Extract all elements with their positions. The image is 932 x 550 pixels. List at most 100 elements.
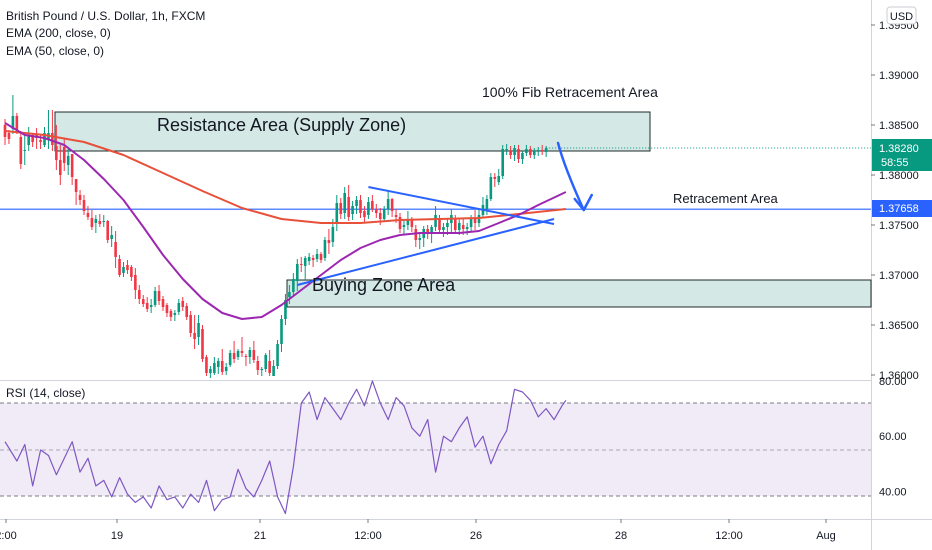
candle [244,354,248,366]
candle [197,315,200,345]
candle [375,204,378,218]
candle [90,210,94,230]
candle [106,220,109,243]
candle-body [39,140,42,142]
candle [209,366,212,378]
candle [145,297,149,312]
candle-body [284,300,287,319]
rsi-tick-label: 40.00 [879,486,907,498]
candle-body [280,319,283,344]
candle-body [426,229,429,233]
candle-body [15,116,19,130]
candle-body [469,219,473,227]
candle [118,255,121,277]
candle [398,213,402,233]
candle [134,268,137,299]
candle [264,353,267,372]
candle [141,295,145,307]
candle [149,299,153,313]
candle-body [138,290,141,299]
candle [256,356,260,375]
candle-body [217,361,220,367]
candle-body [106,221,109,240]
symbol-title[interactable]: British Pound / U.S. Dollar, 1h, FXCM [6,9,205,23]
candle-body [197,323,200,337]
candle-body [110,235,113,239]
candle-body [414,229,418,240]
ema200-line[interactable] [4,130,567,224]
candle-body [165,305,169,313]
candle [319,252,323,263]
candle [485,195,489,215]
candle-body [296,264,299,281]
candle-body [288,292,291,297]
candle-body [299,264,303,265]
ema50-line[interactable] [4,122,567,320]
ema50-legend[interactable]: EMA (50, close, 0) [6,44,104,58]
candle-body [189,315,192,333]
candle-body [19,137,23,164]
candle-body [209,369,212,373]
candle [327,229,331,254]
rsi-legend[interactable]: RSI (14, close) [6,386,85,400]
triangle-upper-line[interactable] [368,186,555,225]
buying-zone[interactable] [286,279,872,308]
time-tick-label: 12:00 [354,530,382,542]
candle [347,185,350,221]
candle-body [406,219,410,225]
candle [529,146,532,158]
candle [509,146,512,159]
candle-body [272,366,275,376]
candle [418,233,422,249]
candle-body [430,227,433,233]
candle [185,303,188,320]
currency-button[interactable]: USD [886,6,917,25]
candle-body [351,206,354,214]
candle [240,337,244,357]
candle [299,257,303,272]
candle-body [465,227,469,229]
rsi-pane[interactable] [0,381,871,519]
candle [307,253,311,265]
resistance-zone[interactable] [54,111,651,152]
time-tick-label: 2:00 [0,530,17,542]
candle-body [497,176,501,182]
candle-body [205,357,208,373]
last-price-value: 1.38280 [879,143,919,155]
candle [473,210,477,230]
candle-body [485,199,489,209]
candle-body [438,219,441,230]
ema200-legend[interactable]: EMA (200, close, 0) [6,26,111,40]
candle [525,145,528,156]
candle [505,144,508,155]
candle [114,231,117,268]
candle [181,297,185,311]
candle-body [220,361,224,372]
candle-body [489,177,493,199]
down-arrow-icon[interactable] [556,141,593,212]
price-tick-label: 1.38000 [879,170,919,182]
candle-body [157,291,161,301]
triangle-lower-line[interactable] [297,218,555,286]
candle [248,347,252,364]
candle [351,201,354,220]
price-tick-label: 1.36500 [879,320,919,332]
candle-body [141,299,145,304]
candle-body [86,213,90,217]
candle-body [307,257,311,261]
candle-body [457,223,461,230]
candle [533,148,536,159]
candle-body [98,221,102,224]
candle [386,191,390,215]
rsi-tick-label: 60.00 [879,431,907,443]
candle [189,311,192,337]
rsi-tick-label: 80.00 [879,376,907,388]
rsi-line[interactable] [4,380,567,515]
candle [292,273,295,297]
price-pane[interactable] [0,0,871,380]
time-tick-label: 12:00 [715,530,743,542]
candle-body [442,227,445,230]
candle-body [145,303,149,309]
candle [339,198,343,219]
